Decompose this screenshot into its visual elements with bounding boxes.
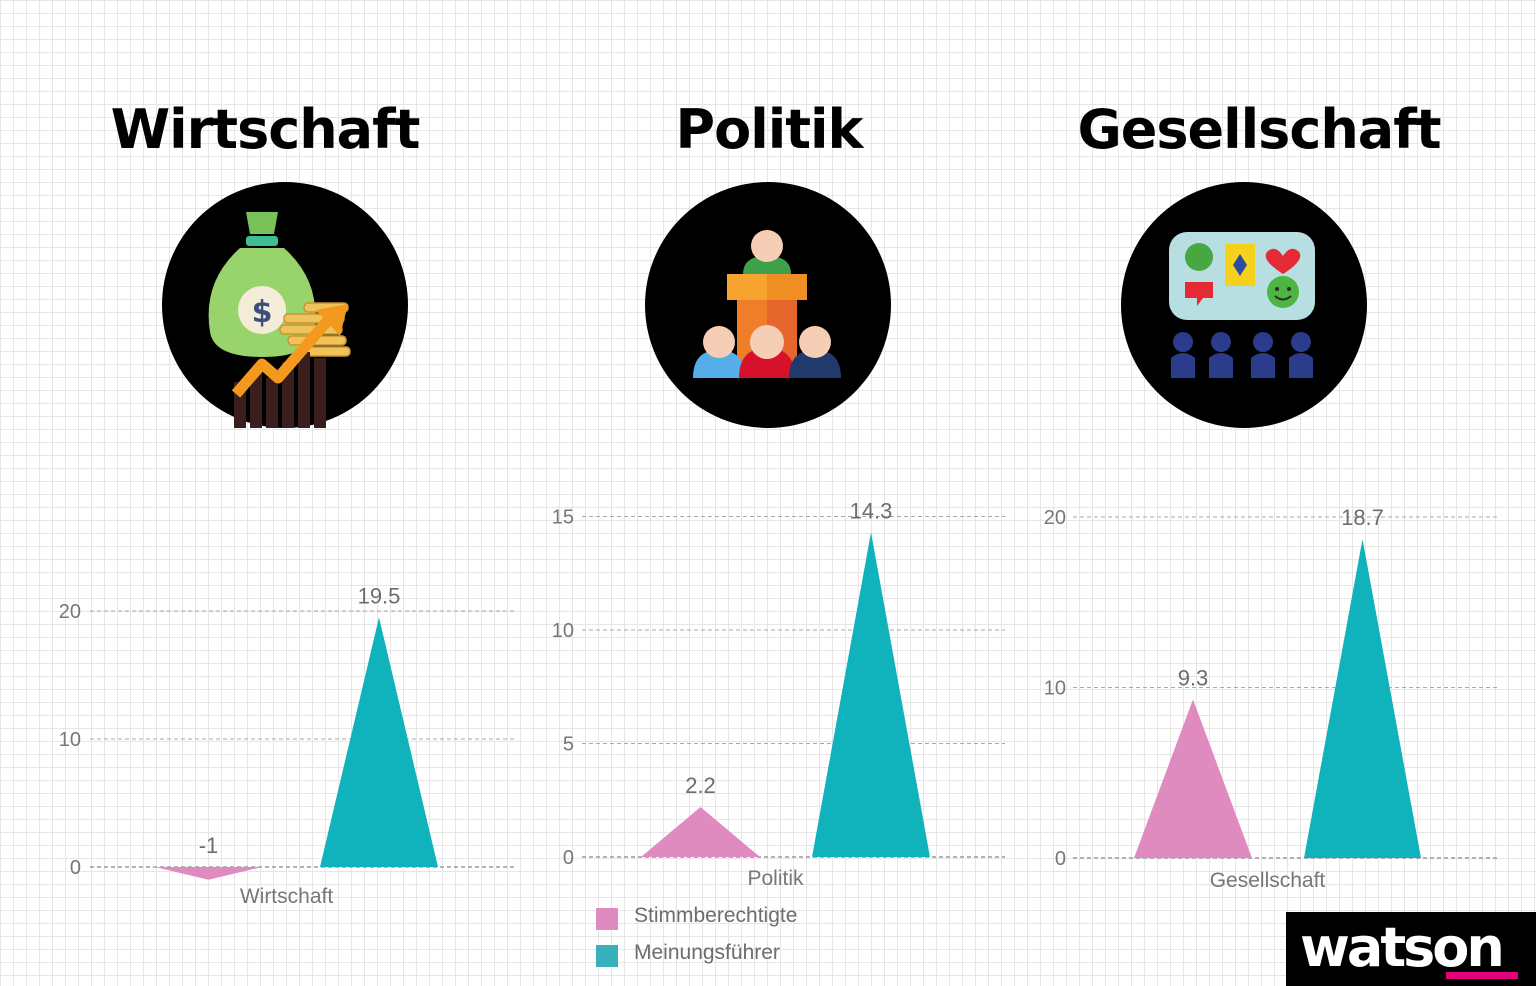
- category-label: Wirtschaft: [240, 885, 334, 908]
- y-tick-label: 20: [1044, 507, 1066, 529]
- y-tick-label: 10: [1044, 678, 1066, 700]
- watson-logo: watson: [1286, 912, 1536, 986]
- legend-label-meinungsfuehrer: Meinungsführer: [634, 941, 780, 964]
- series-mark-stimmberechtigte: [641, 807, 760, 857]
- y-tick-label: 5: [563, 734, 574, 756]
- y-tick-label: 15: [552, 507, 574, 529]
- society-social-media-icon: [1121, 182, 1367, 428]
- y-tick-label: 0: [1055, 848, 1066, 870]
- legend-swatch-stimmberechtigte: [596, 908, 618, 930]
- y-tick-label: 20: [59, 601, 81, 623]
- panel-title-wirtschaft: Wirtschaft: [110, 98, 421, 161]
- y-tick-label: 10: [552, 620, 574, 642]
- series-mark-stimmberechtigte: [1134, 699, 1252, 858]
- y-tick-label: 0: [563, 847, 574, 869]
- series-mark-meinungsfuehrer: [1304, 539, 1421, 858]
- panel-title-politik: Politik: [675, 98, 864, 161]
- data-label: 2.2: [685, 773, 716, 798]
- y-tick-label: 0: [70, 857, 81, 879]
- politician-speaking-audience-icon: [645, 182, 891, 428]
- svg-text:$: $: [252, 295, 273, 330]
- category-label: Politik: [747, 867, 804, 890]
- y-tick-label: 10: [59, 729, 81, 751]
- data-label: 14.3: [850, 498, 893, 523]
- watson-logo-accent: [1446, 972, 1518, 979]
- series-mark-stimmberechtigte: [155, 867, 262, 880]
- series-mark-meinungsfuehrer: [320, 617, 438, 867]
- watson-logo-text: watson: [1300, 916, 1505, 979]
- data-label: -1: [199, 833, 219, 858]
- legend-swatch-meinungsfuehrer: [596, 945, 618, 967]
- panel-title-gesellschaft: Gesellschaft: [1077, 98, 1441, 161]
- data-label: 9.3: [1178, 665, 1209, 690]
- category-label: Gesellschaft: [1210, 869, 1326, 892]
- legend-label-stimmberechtigte: Stimmberechtigte: [634, 904, 798, 927]
- data-label: 18.7: [1341, 505, 1384, 530]
- data-label: 19.5: [358, 583, 401, 608]
- money-bag-growth-icon: $: [162, 182, 408, 428]
- series-mark-meinungsfuehrer: [812, 532, 930, 857]
